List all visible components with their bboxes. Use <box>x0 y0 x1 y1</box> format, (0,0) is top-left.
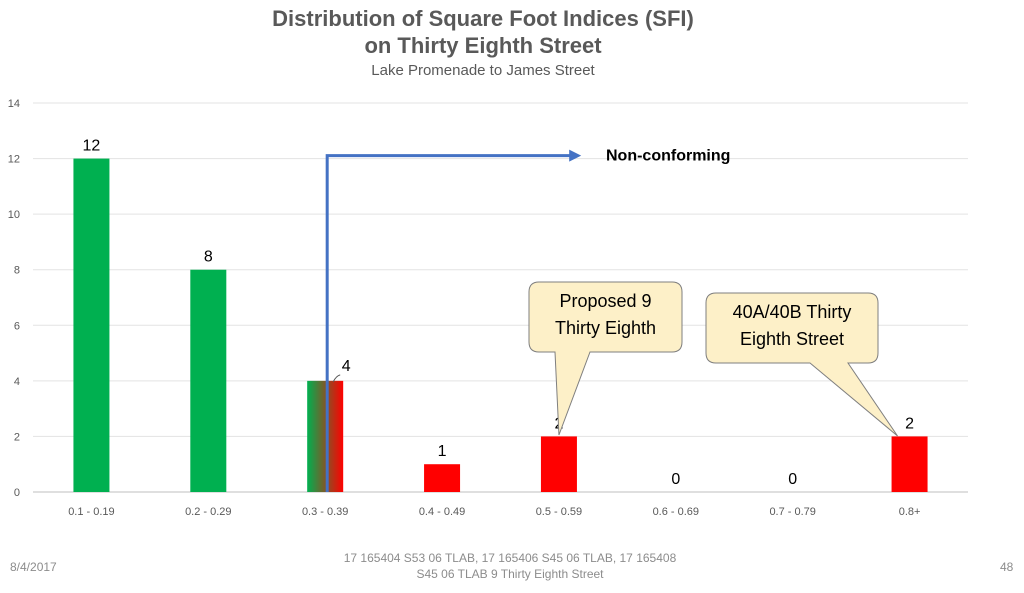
bar <box>190 269 227 492</box>
data-label: 0 <box>671 471 680 488</box>
x-tick-label: 0.4 - 0.49 <box>419 506 465 518</box>
data-label: 4 <box>342 358 351 375</box>
chart-title-line2: on Thirty Eighth Street <box>364 33 602 58</box>
bar <box>891 436 928 492</box>
arrow-head <box>569 149 582 162</box>
footer-note-line1: 17 165404 S53 06 TLAB, 17 165406 S45 06 … <box>343 551 677 565</box>
bar <box>424 464 461 492</box>
y-tick-label: 6 <box>14 320 20 332</box>
callout-40a-40b-text: Eighth Street <box>740 329 844 349</box>
chart-title: Distribution of Square Foot Indices (SFI… <box>272 6 694 31</box>
y-tick-label: 10 <box>8 209 20 221</box>
y-tick-label: 12 <box>8 154 20 166</box>
callout-40a-40b-text: 40A/40B Thirty <box>733 302 852 322</box>
x-tick-label: 0.7 - 0.79 <box>769 506 815 518</box>
footer-note: 17 165404 S53 06 TLAB, 17 165406 S45 06 … <box>300 550 720 582</box>
callout-proposed <box>528 281 683 436</box>
footer-date: 8/4/2017 <box>10 560 57 574</box>
y-tick-label: 4 <box>14 376 20 388</box>
bar <box>73 158 110 493</box>
callout-proposed-text: Thirty Eighth <box>555 318 656 338</box>
chart-subtitle: Lake Promenade to James Street <box>371 62 595 79</box>
data-label: 0 <box>788 471 797 488</box>
y-tick-label: 14 <box>8 98 20 110</box>
bar <box>540 436 577 492</box>
x-tick-label: 0.8+ <box>899 506 921 518</box>
y-tick-label: 0 <box>14 487 20 499</box>
data-label: 2 <box>905 415 914 432</box>
callout-proposed-text: Proposed 9 <box>559 291 651 311</box>
x-tick-label: 0.1 - 0.19 <box>68 506 114 518</box>
page-number: 48 <box>1000 560 1014 574</box>
callout-40a-40b <box>705 292 898 437</box>
x-tick-label: 0.6 - 0.69 <box>653 506 699 518</box>
data-label: 8 <box>204 249 213 266</box>
non-conforming-arrow <box>325 154 572 492</box>
y-tick-label: 8 <box>14 265 20 277</box>
data-label: 12 <box>83 138 101 155</box>
data-label: 1 <box>438 443 447 460</box>
x-tick-label: 0.2 - 0.29 <box>185 506 231 518</box>
footer-note-line2: S45 06 TLAB 9 Thirty Eighth Street <box>416 567 604 581</box>
y-tick-label: 2 <box>14 431 20 443</box>
bar <box>307 380 344 492</box>
x-tick-label: 0.5 - 0.59 <box>536 506 582 518</box>
data-label-leader <box>332 374 341 383</box>
x-tick-label: 0.3 - 0.39 <box>302 506 348 518</box>
non-conforming-label: Non-conforming <box>606 148 730 165</box>
